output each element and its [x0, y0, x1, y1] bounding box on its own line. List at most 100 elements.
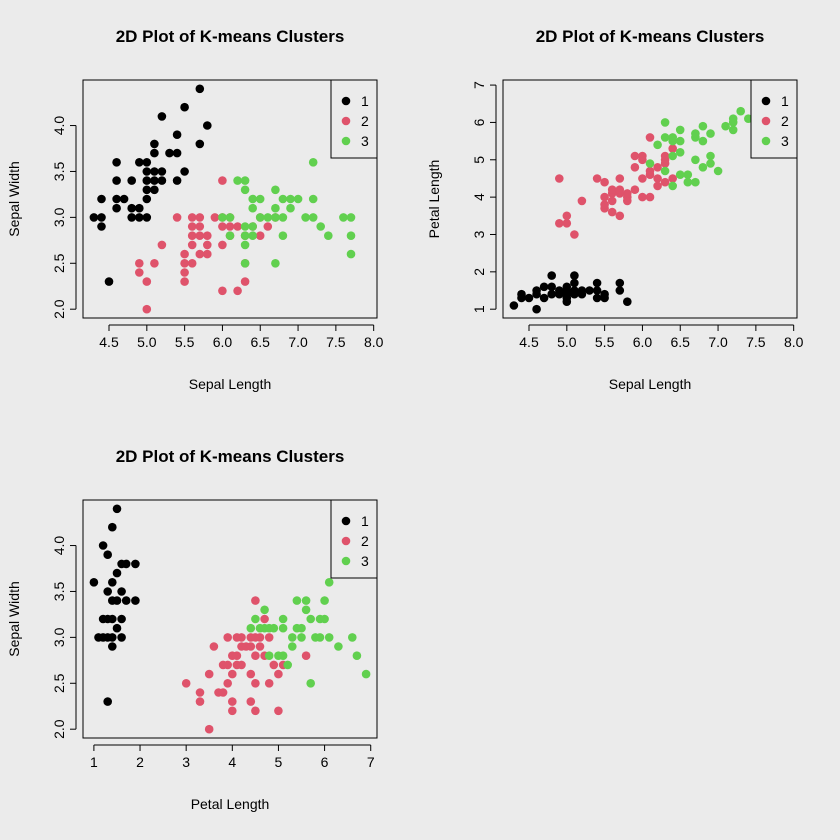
data-point-cluster-2	[187, 259, 197, 268]
data-point-cluster-1	[121, 596, 131, 605]
data-point-cluster-3	[288, 633, 297, 642]
data-point-cluster-1	[539, 293, 549, 303]
data-point-cluster-3	[339, 213, 348, 222]
data-point-cluster-3	[269, 623, 279, 633]
data-point-cluster-3	[225, 231, 235, 240]
data-point-cluster-1	[112, 203, 121, 213]
y-tick-label: 3	[471, 230, 487, 238]
data-point-cluster-3	[240, 259, 250, 268]
data-point-cluster-1	[104, 277, 114, 286]
legend-marker-3	[761, 136, 771, 146]
data-point-cluster-2	[653, 181, 662, 191]
data-point-cluster-1	[600, 289, 609, 299]
data-point-cluster-3	[286, 194, 295, 204]
data-point-cluster-3	[301, 605, 311, 615]
data-point-cluster-3	[736, 106, 745, 116]
data-point-cluster-3	[248, 203, 257, 213]
data-point-cluster-3	[660, 166, 670, 176]
data-point-cluster-3	[225, 213, 235, 222]
y-tick-label: 1	[471, 305, 487, 313]
y-axis-label: Sepal Width	[6, 581, 22, 656]
data-point-cluster-2	[237, 633, 246, 642]
data-point-cluster-2	[264, 679, 274, 688]
data-point-cluster-2	[135, 268, 144, 277]
x-tick-label: 8.0	[784, 334, 804, 350]
data-point-cluster-3	[255, 213, 265, 222]
y-tick-label: 3.5	[51, 582, 67, 602]
data-point-cluster-1	[592, 278, 602, 288]
data-point-cluster-1	[127, 203, 136, 213]
data-point-cluster-3	[292, 596, 302, 605]
data-point-cluster-1	[562, 282, 572, 292]
plot-frame	[502, 79, 798, 319]
data-point-cluster-2	[218, 176, 227, 185]
data-point-cluster-1	[180, 167, 189, 176]
y-tick-label: 2.5	[51, 673, 67, 693]
y-axis-label: Petal Length	[426, 160, 442, 239]
data-point-cluster-3	[255, 194, 265, 204]
data-point-cluster-1	[112, 158, 121, 167]
legend-marker-1	[341, 96, 351, 106]
data-point-cluster-2	[180, 277, 189, 286]
data-point-cluster-1	[112, 176, 121, 185]
y-tick-label: 7	[471, 81, 487, 89]
data-point-cluster-3	[301, 213, 310, 222]
data-point-cluster-3	[683, 177, 693, 187]
data-point-cluster-1	[592, 286, 602, 295]
data-point-cluster-3	[706, 159, 715, 168]
data-point-cluster-2	[630, 151, 640, 161]
data-point-cluster-2	[195, 213, 205, 222]
legend-box	[750, 79, 798, 159]
data-point-cluster-3	[240, 231, 250, 240]
data-point-cluster-1	[97, 194, 106, 204]
data-point-cluster-3	[251, 614, 260, 624]
data-point-cluster-3	[271, 203, 280, 213]
data-point-cluster-1	[117, 587, 126, 596]
data-point-cluster-1	[119, 194, 129, 204]
chart-title: 2D Plot of K-means Clusters	[116, 27, 345, 46]
data-point-cluster-2	[223, 633, 232, 642]
y-tick-label: 4	[471, 193, 487, 201]
data-point-cluster-2	[264, 633, 274, 642]
data-point-cluster-3	[324, 578, 334, 587]
data-point-cluster-2	[263, 222, 273, 231]
data-point-cluster-1	[570, 278, 579, 288]
data-point-cluster-2	[218, 286, 227, 296]
data-point-cluster-1	[615, 278, 625, 288]
data-point-cluster-1	[180, 102, 189, 112]
data-point-cluster-3	[691, 155, 700, 165]
data-point-cluster-1	[555, 286, 564, 295]
data-point-cluster-1	[150, 185, 159, 195]
data-point-cluster-2	[600, 200, 609, 209]
legend-label: 1	[781, 93, 789, 109]
data-point-cluster-1	[97, 213, 106, 222]
data-point-cluster-3	[240, 185, 250, 195]
data-point-cluster-2	[218, 688, 228, 697]
data-point-cluster-2	[195, 222, 205, 231]
data-point-cluster-2	[187, 231, 197, 240]
data-point-cluster-3	[675, 125, 685, 135]
data-point-cluster-1	[172, 130, 182, 139]
legend: 1 2 3	[750, 79, 798, 159]
data-point-cluster-3	[218, 213, 227, 222]
data-point-cluster-3	[675, 148, 685, 157]
data-point-cluster-3	[698, 163, 708, 172]
data-point-cluster-3	[288, 642, 297, 651]
data-point-cluster-1	[203, 121, 212, 130]
data-point-cluster-2	[653, 174, 662, 183]
legend: 1 2 3	[330, 499, 378, 579]
data-point-cluster-1	[142, 167, 152, 176]
data-point-cluster-3	[645, 159, 655, 168]
legend-box	[330, 79, 378, 159]
data-point-cluster-2	[187, 213, 197, 222]
legend-label: 1	[361, 513, 369, 529]
data-point-cluster-3	[278, 614, 288, 624]
data-point-cluster-1	[108, 642, 117, 651]
data-point-cluster-2	[180, 249, 189, 259]
data-point-cluster-3	[706, 129, 715, 138]
data-point-cluster-2	[600, 177, 609, 187]
data-point-cluster-3	[346, 231, 356, 240]
data-point-cluster-3	[675, 136, 685, 146]
data-point-cluster-1	[165, 148, 174, 158]
data-point-cluster-2	[607, 196, 617, 206]
